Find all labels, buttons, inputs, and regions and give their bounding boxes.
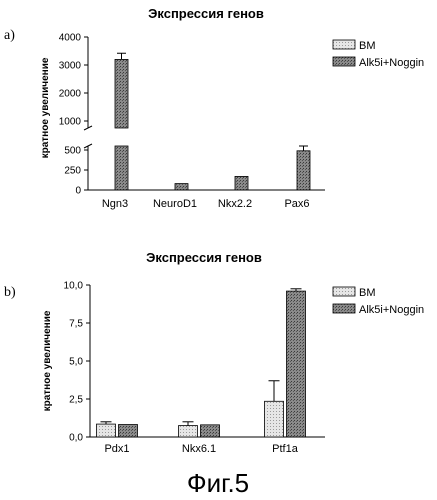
chart-a-category-labels: Ngn3 NeuroD1 Nkx2.2 Pax6 xyxy=(102,198,310,210)
chart-a-tick-label: 0 xyxy=(75,186,81,197)
chart-a-bar-alk5i-ngn3-upper xyxy=(114,59,129,129)
chart-a-legend-swatch-bm xyxy=(332,39,356,50)
chart-b-panel-label: b) xyxy=(4,285,16,300)
chart-a-axis-break-mark-lower xyxy=(83,143,93,149)
chart-b-legend-swatch-bm xyxy=(332,286,356,297)
chart-a-legend: BM Alk5i+Noggin xyxy=(332,39,424,69)
chart-b-bar-alk5i-ptf1a xyxy=(286,290,306,438)
chart-b-legend-label-alk5i: Alk5i+Noggin xyxy=(359,304,424,316)
chart-a-y-axis-label: кратное увеличение xyxy=(40,57,51,158)
chart-a-axis-break-mark-upper xyxy=(83,125,93,131)
chart-a-legend-label-bm: BM xyxy=(359,40,376,52)
chart-a-panel-label: a) xyxy=(4,28,15,43)
chart-b-tick-label: 7,5 xyxy=(69,319,83,330)
chart-b-bar-alk5i-nkx61 xyxy=(200,424,220,438)
chart-b-tick-label: 5,0 xyxy=(69,357,83,368)
chart-a-tick-label: 3000 xyxy=(59,61,82,72)
chart-a-tick-label: 2000 xyxy=(59,89,82,100)
chart-a-title: Экспрессия генов xyxy=(148,6,264,21)
chart-a-tick-label: 250 xyxy=(64,166,81,177)
chart-a-bar-alk5i-pax6 xyxy=(296,150,311,191)
chart-a-legend-label-alk5i: Alk5i+Noggin xyxy=(359,57,424,69)
chart-b-bars xyxy=(96,288,306,438)
chart-b-category-label: Pdx1 xyxy=(104,443,129,455)
chart-b-tick-label: 0,0 xyxy=(69,433,83,444)
chart-a-category-label: Pax6 xyxy=(284,198,309,210)
chart-b: Экспрессия генов b) кратное увеличение 0… xyxy=(4,250,424,455)
chart-a-tick-label: 4000 xyxy=(59,33,82,44)
chart-b-tick-label: 2,5 xyxy=(69,395,83,406)
chart-a: Экспрессия генов a) кратное увеличение 0… xyxy=(4,6,424,210)
chart-a-tick-label: 500 xyxy=(64,146,81,157)
chart-b-legend: BM Alk5i+Noggin xyxy=(332,286,424,316)
chart-a-bar-alk5i-ngn3-lower xyxy=(114,145,129,191)
chart-a-category-label: NeuroD1 xyxy=(153,198,197,210)
chart-a-tick-label: 1000 xyxy=(59,117,82,128)
chart-a-bar-alk5i-neurod1 xyxy=(174,183,189,191)
chart-a-legend-swatch-alk5i xyxy=(332,56,356,67)
chart-a-bar-alk5i-nkx22 xyxy=(234,175,249,191)
chart-b-category-label: Ptf1a xyxy=(272,443,299,455)
chart-a-bars xyxy=(114,52,311,191)
chart-b-legend-label-bm: BM xyxy=(359,287,376,299)
chart-b-tick-labels: 0,0 2,5 5,0 7,5 10,0 xyxy=(64,281,84,444)
chart-b-legend-swatch-alk5i xyxy=(332,303,356,314)
chart-b-bar-alk5i-pdx1 xyxy=(118,424,138,438)
chart-b-tick-label: 10,0 xyxy=(64,281,84,292)
chart-b-bar-bm-nkx61 xyxy=(178,425,198,438)
chart-b-y-axis-label: кратное увеличение xyxy=(42,310,53,411)
chart-a-category-label: Ngn3 xyxy=(102,198,128,210)
chart-b-bar-bm-ptf1a xyxy=(264,400,284,438)
chart-a-tick-labels: 0 250 500 1000 2000 3000 4000 xyxy=(59,33,82,197)
figure-caption: Фиг.5 xyxy=(187,468,249,498)
chart-b-category-labels: Pdx1 Nkx6.1 Ptf1a xyxy=(104,443,298,455)
chart-b-title: Экспрессия генов xyxy=(146,250,262,265)
chart-b-category-label: Nkx6.1 xyxy=(182,443,216,455)
chart-a-category-label: Nkx2.2 xyxy=(218,198,252,210)
chart-b-bar-bm-pdx1 xyxy=(96,423,116,438)
